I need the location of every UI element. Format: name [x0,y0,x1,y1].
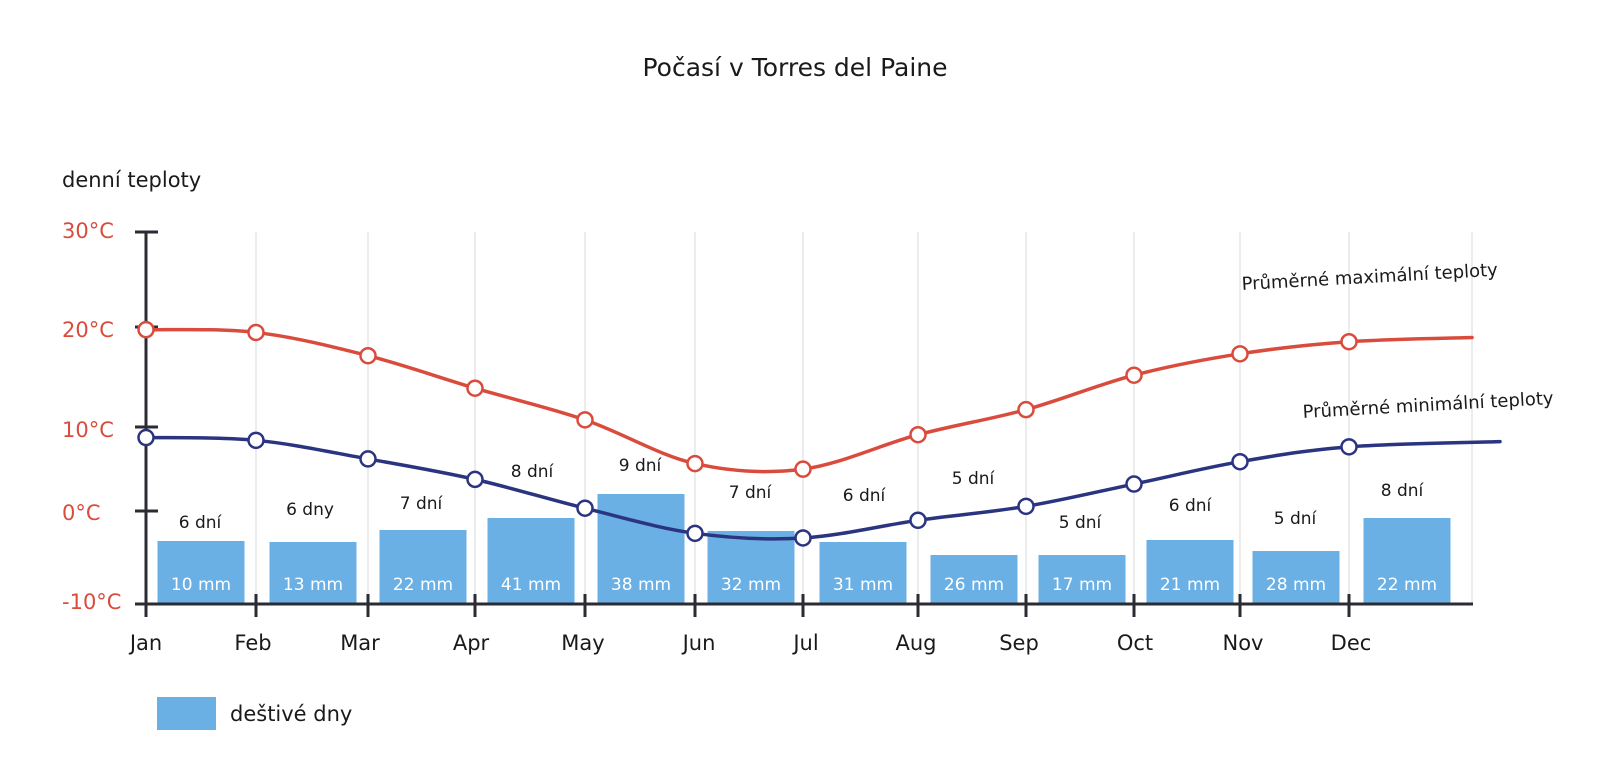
x-tick-label: Oct [1117,631,1153,655]
rainy-days-label: 6 dní [1169,496,1213,516]
chart-title: Počasí v Torres del Paine [642,53,947,82]
rain-bar [1252,551,1340,604]
x-tick-label: Feb [234,631,271,655]
x-tick-label: Aug [895,631,936,655]
x-tick-label: Jul [791,631,818,655]
precipitation-label: 28 mm [1266,575,1326,595]
x-tick-label: Mar [340,631,380,655]
rainy-days-label: 6 dny [286,500,334,520]
max-temp-line [144,327,1474,474]
rain-bars: 10 mm 13 mm 22 mm 41 mm 38 mm 32 mm 31 mm 26 mm… [157,494,1451,604]
rain-bar [1146,540,1234,604]
labels: 6 dní 6 dny 7 dní 8 dní 9 dní 7 dní 6 dní 5 dní… [179,260,1555,533]
max-temp-point [909,425,927,444]
legend-label: deštivé dny [230,702,352,726]
max-temp-point [794,460,812,478]
x-tick-label: Jan [128,631,162,655]
rainy-days-label: 7 dní [400,494,444,514]
max-temp-point [1125,366,1143,384]
max-temp-point [1340,332,1358,351]
min-temp-point [794,529,812,547]
min-temp-point [909,511,927,530]
rain-bar [379,530,467,604]
max-temp-point [247,323,265,342]
min-temp-point [686,524,704,543]
rain-bar [1038,555,1126,604]
precipitation-label: 22 mm [393,575,453,595]
x-tick-label: Nov [1223,631,1264,655]
rainy-days-label: 5 dní [1274,509,1318,529]
max-temp-point [1231,345,1249,363]
rain-bar [930,555,1018,604]
precipitation-label: 22 mm [1377,575,1437,595]
rain-bar [487,518,575,604]
legend-swatch [157,697,216,730]
min-temp-point [247,431,265,450]
axes: 30°C 20°C 10°C 0°C -10°C Jan Feb Mar Apr May Jun Ju… [62,219,1473,655]
precipitation-label: 17 mm [1052,575,1112,595]
precipitation-label: 21 mm [1160,575,1220,595]
max-temp-point [137,320,155,339]
rainy-days-label: 8 dní [1381,481,1425,501]
rainy-days-label: 6 dní [843,486,887,506]
min-temp-point [576,499,594,517]
min-temp-point [359,450,377,468]
x-tick-label: May [561,631,604,655]
rain-bar [597,494,685,604]
max-temp-point [466,379,484,397]
max-temp-series-label: Průměrné maximální teploty [1241,260,1499,295]
min-temp-point [137,428,155,447]
max-temp-point [1017,400,1035,419]
precipitation-label: 26 mm [944,575,1004,595]
precipitation-label: 38 mm [611,575,671,595]
min-temp-point [1017,497,1035,516]
rainy-days-label: 9 dní [619,456,663,476]
min-temp-point [1340,438,1358,456]
precipitation-label: 41 mm [501,575,561,595]
precipitation-label: 13 mm [283,575,343,595]
precipitation-label: 31 mm [833,575,893,595]
rainy-days-label: 7 dní [729,483,773,503]
max-temp-point [576,411,594,429]
rain-bar [707,531,795,604]
grid [255,232,1473,604]
x-tick-label: Sep [999,631,1039,655]
min-temp-point [1125,475,1143,493]
max-temp-point [686,454,704,473]
max-temp-point [359,346,377,365]
x-tick-label: Jun [681,631,716,655]
y-tick-label: 0°C [62,501,101,525]
rain-bar [819,542,907,604]
min-temp-series-label: Průměrné minimální teploty [1302,388,1554,423]
min-temp-point [466,470,484,489]
y-axis-title: denní teploty [62,168,201,192]
x-tick-label: Dec [1331,631,1372,655]
rainy-days-label: 5 dní [1059,513,1103,533]
x-tick-label: Apr [453,631,490,655]
y-tick-label: 20°C [62,318,114,342]
legend: deštivé dny [157,697,352,730]
rain-bar [157,541,245,604]
rainy-days-label: 5 dní [952,469,996,489]
min-temp-point [1231,452,1249,471]
precipitation-label: 32 mm [721,575,781,595]
y-tick-label: 10°C [62,418,114,442]
precipitation-label: 10 mm [171,575,231,595]
rain-bar [269,542,357,604]
rainy-days-label: 6 dní [179,513,223,533]
rainy-days-label: 8 dní [511,462,555,482]
y-tick-label: 30°C [62,219,114,243]
y-tick-label: -10°C [62,590,121,614]
rain-bar [1363,518,1451,604]
temperature-lines [137,320,1502,547]
